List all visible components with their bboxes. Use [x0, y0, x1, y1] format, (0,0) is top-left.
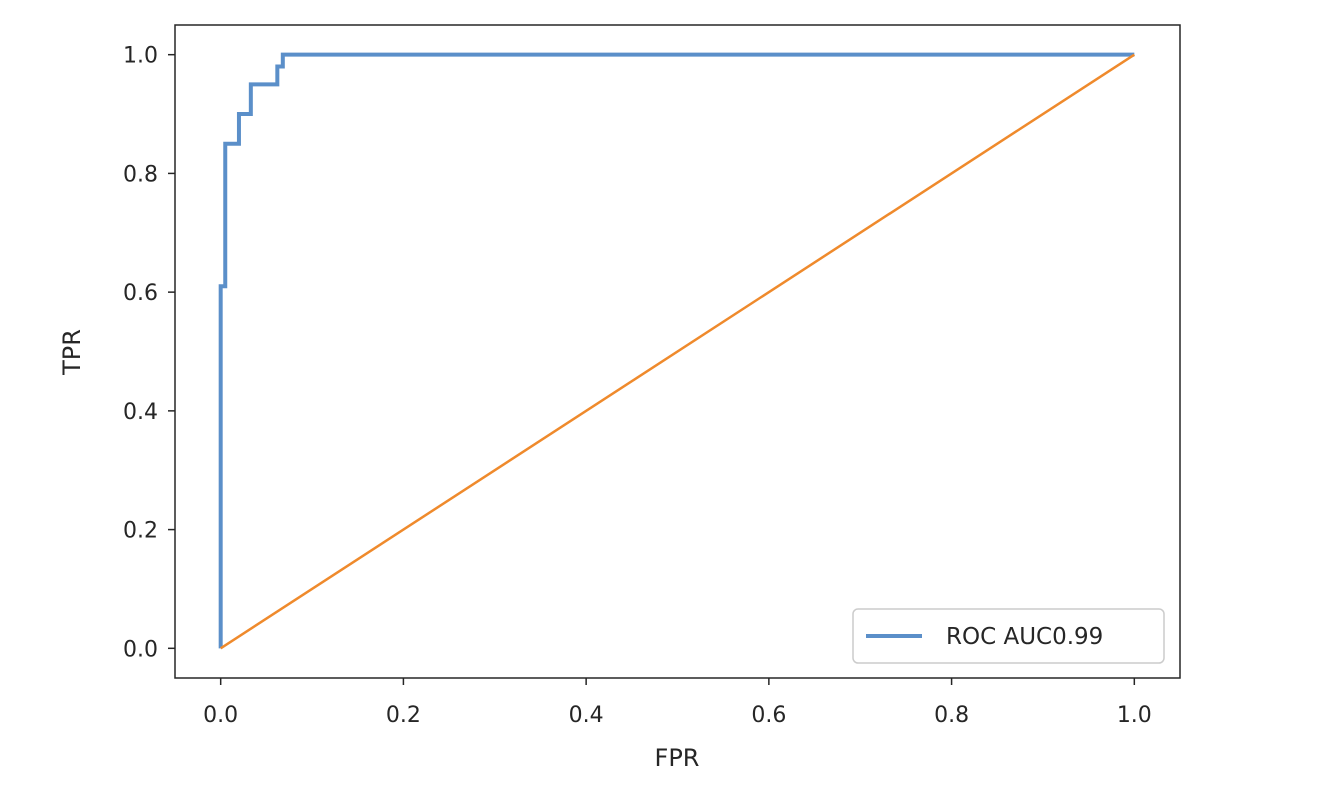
plot-lines: [218, 52, 1135, 650]
y-tick-label: 0.0: [123, 637, 158, 662]
legend-box: [852, 608, 1165, 664]
y-tick-label: 1.0: [123, 44, 158, 69]
plot-frame: [174, 24, 1181, 679]
x-tick-label: 0.4: [569, 703, 604, 728]
y-axis-label: TPR: [58, 329, 86, 376]
x-tick-label: 0.6: [751, 703, 786, 728]
y-tick-label: 0.8: [123, 162, 158, 187]
x-tick-label: 1.0: [1117, 703, 1152, 728]
y-tick-label: 0.6: [123, 281, 158, 306]
legend: ROC AUC0.99: [852, 608, 1165, 664]
x-axis-label: FPR: [655, 744, 700, 772]
y-tick-label: 0.4: [123, 400, 158, 425]
x-tick-label: 0.8: [934, 703, 969, 728]
y-tick-label: 0.2: [123, 519, 158, 544]
series-line-roc: [218, 52, 1135, 649]
x-tick-label: 0.0: [203, 703, 238, 728]
x-tick-label: 0.2: [386, 703, 421, 728]
y-axis-ticks: 0.0 0.2 0.4 0.6 0.8 1.0: [123, 44, 175, 662]
legend-label-roc: ROC AUC0.99: [946, 624, 1103, 650]
series-line-diagonal: [220, 53, 1135, 650]
x-axis-ticks: 0.0 0.2 0.4 0.6 0.8 1.0: [203, 678, 1152, 728]
